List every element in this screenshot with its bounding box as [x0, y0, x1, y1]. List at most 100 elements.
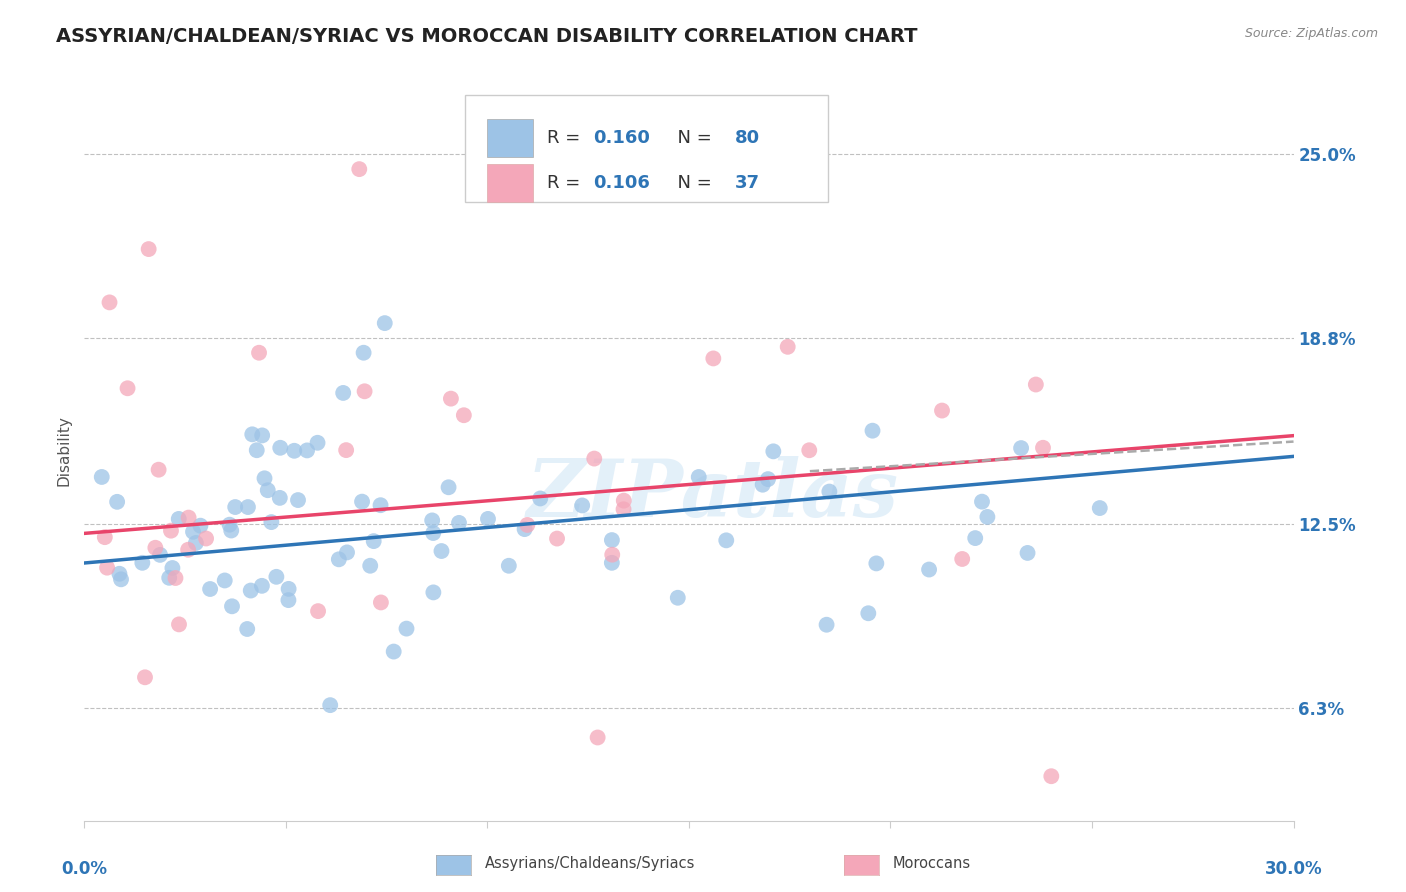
Text: Assyrians/Chaldeans/Syriacs: Assyrians/Chaldeans/Syriacs	[485, 856, 696, 871]
Point	[612, 502, 634, 516]
Y-axis label: Disability: Disability	[56, 415, 72, 486]
Point	[918, 562, 941, 576]
Point	[865, 557, 887, 571]
Point	[246, 443, 269, 458]
Point	[359, 558, 381, 573]
Point	[477, 512, 499, 526]
Point	[349, 162, 371, 177]
Point	[96, 560, 118, 574]
Point	[224, 500, 246, 514]
Point	[157, 571, 180, 585]
Point	[105, 495, 128, 509]
Point	[148, 463, 170, 477]
Point	[965, 531, 987, 545]
Text: 0.160: 0.160	[593, 129, 651, 147]
Point	[307, 435, 329, 450]
Text: R =: R =	[547, 129, 586, 147]
Point	[513, 522, 536, 536]
Point	[395, 622, 418, 636]
Point	[131, 556, 153, 570]
Point	[815, 617, 838, 632]
Point	[762, 444, 785, 458]
Point	[352, 494, 374, 508]
Point	[253, 471, 276, 485]
Point	[976, 510, 998, 524]
Point	[250, 428, 273, 442]
Point	[1025, 377, 1047, 392]
Point	[218, 517, 240, 532]
Point	[221, 599, 243, 614]
Point	[447, 516, 470, 530]
Text: ASSYRIAN/CHALDEAN/SYRIAC VS MOROCCAN DISABILITY CORRELATION CHART: ASSYRIAN/CHALDEAN/SYRIAC VS MOROCCAN DIS…	[56, 27, 918, 45]
Point	[374, 316, 396, 330]
Point	[149, 548, 172, 562]
Point	[240, 427, 263, 442]
Point	[688, 470, 710, 484]
Text: ZIPatlas: ZIPatlas	[527, 456, 900, 533]
Point	[307, 604, 329, 618]
Point	[165, 571, 187, 585]
Text: 80: 80	[735, 129, 761, 147]
Point	[818, 484, 841, 499]
Point	[190, 518, 212, 533]
Point	[269, 441, 291, 455]
Point	[756, 472, 779, 486]
Point	[236, 500, 259, 514]
Point	[776, 340, 799, 354]
Point	[751, 477, 773, 491]
Point	[586, 731, 609, 745]
Point	[437, 480, 460, 494]
Text: 0.106: 0.106	[593, 174, 651, 192]
Point	[430, 544, 453, 558]
Point	[353, 345, 375, 359]
Text: N =: N =	[666, 174, 717, 192]
Point	[256, 483, 278, 498]
Point	[138, 242, 160, 256]
Point	[370, 595, 392, 609]
Point	[247, 345, 270, 359]
Point	[134, 670, 156, 684]
Point	[236, 622, 259, 636]
Point	[260, 515, 283, 529]
Point	[453, 409, 475, 423]
Point	[287, 493, 309, 508]
Point	[716, 533, 738, 548]
Point	[319, 698, 342, 713]
Text: 30.0%: 30.0%	[1265, 860, 1322, 878]
Point	[328, 552, 350, 566]
Point	[382, 644, 405, 658]
Point	[420, 513, 443, 527]
Point	[160, 524, 183, 538]
Point	[277, 593, 299, 607]
Point	[184, 536, 207, 550]
Point	[195, 532, 218, 546]
Point	[332, 386, 354, 401]
Text: 37: 37	[735, 174, 759, 192]
Point	[702, 351, 724, 366]
Point	[422, 526, 444, 541]
Text: N =: N =	[666, 129, 717, 147]
Point	[546, 532, 568, 546]
Point	[600, 533, 623, 547]
Point	[266, 570, 288, 584]
Point	[181, 524, 204, 539]
Point	[250, 579, 273, 593]
Text: R =: R =	[547, 174, 586, 192]
Point	[1040, 769, 1063, 783]
Point	[277, 582, 299, 596]
Point	[422, 585, 444, 599]
Point	[666, 591, 689, 605]
Point	[90, 470, 112, 484]
Point	[335, 443, 357, 458]
Text: 0.0%: 0.0%	[62, 860, 107, 878]
Text: Source: ZipAtlas.com: Source: ZipAtlas.com	[1244, 27, 1378, 40]
Point	[117, 381, 139, 395]
Point	[353, 384, 375, 399]
Point	[167, 617, 190, 632]
Point	[295, 443, 318, 458]
FancyBboxPatch shape	[486, 164, 533, 202]
Point	[1032, 441, 1054, 455]
Point	[198, 582, 221, 596]
Point	[1017, 546, 1039, 560]
Point	[600, 556, 623, 570]
